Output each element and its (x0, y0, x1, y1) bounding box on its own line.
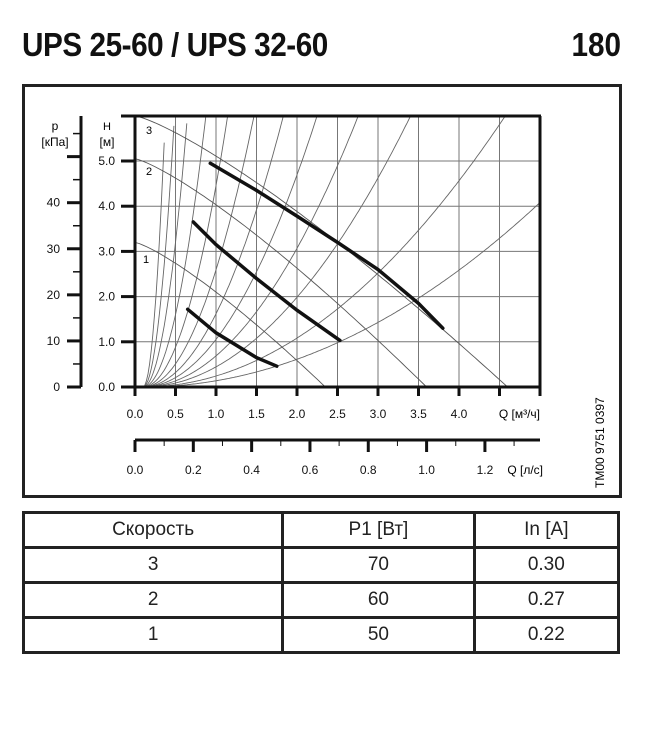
table-row: 1 50 0.22 (21, 616, 621, 654)
chart-frame (22, 84, 622, 498)
head-tick-label: 3.0 (98, 244, 115, 258)
head-tick-label: 2.0 (98, 290, 115, 304)
head-tick-label: 1.0 (98, 335, 115, 349)
speed-max-curve (135, 158, 427, 387)
flow-m3h-tick-label: 3.0 (370, 407, 387, 421)
flow-m3h-tick-label: 2.0 (289, 407, 306, 421)
curve-label-1: 1 (143, 254, 149, 266)
flow-m3h-tick-label: 0.5 (167, 407, 184, 421)
cell-power: 70 (281, 546, 476, 584)
cell-speed: 1 (21, 616, 285, 654)
flow-ls-axis-label: Q [л/с] (507, 463, 543, 477)
flow-ls-tick-label: 0.0 (127, 463, 144, 477)
head-tick-label: 5.0 (98, 154, 115, 168)
flow-ls-tick-label: 0.2 (185, 463, 202, 477)
speed-3-curve (208, 161, 445, 330)
flow-m3h-tick-label: 4.0 (451, 407, 468, 421)
curve-label-2: 2 (146, 166, 152, 178)
cell-current: 0.27 (472, 581, 621, 619)
system-curve (142, 142, 165, 387)
head-axis-label: H (103, 121, 111, 133)
cell-speed: 3 (21, 546, 285, 584)
system-curve (143, 116, 359, 387)
system-curve (143, 116, 229, 387)
flow-ls-tick-label: 0.4 (243, 463, 260, 477)
flow-m3h-tick-label: 1.5 (248, 407, 265, 421)
pressure-tick-label: 10 (47, 334, 61, 348)
speed-2-curve (191, 220, 342, 343)
header-current: In [A] (472, 511, 621, 549)
speed-max-curve (135, 241, 326, 387)
page-title: UPS 25-60 / UPS 32-60 (22, 26, 328, 63)
table-header-row: Скорость P1 [Вт] In [A] (21, 511, 621, 549)
header-speed: Скорость (21, 511, 285, 549)
curve-label-3: 3 (146, 125, 152, 137)
document-code: TM00 9751 0397 (593, 397, 607, 488)
head-tick-label: 4.0 (98, 199, 115, 213)
flow-m3h-tick-label: 0.0 (127, 407, 144, 421)
cell-current: 0.22 (472, 616, 621, 654)
flow-m3h-tick-label: 3.5 (410, 407, 427, 421)
system-curve (142, 123, 188, 387)
pressure-axis-unit: [кПа] (41, 135, 68, 149)
table-row: 3 70 0.30 (21, 546, 621, 584)
system-curve (143, 116, 318, 387)
flow-ls-tick-label: 1.0 (418, 463, 435, 477)
header-power: P1 [Вт] (281, 511, 476, 549)
chart-grid (135, 116, 540, 387)
system-curve (143, 116, 506, 387)
system-curves (142, 116, 540, 387)
flow-ls-tick-label: 0.8 (360, 463, 377, 477)
speed-spec-table: Скорость P1 [Вт] In [A] 3 70 0.30 2 60 0… (21, 511, 621, 654)
flow-m3h-axis-label: Q [м³/ч] (499, 407, 540, 421)
operating-curves (185, 161, 445, 368)
flow-ls-tick-label: 0.6 (302, 463, 319, 477)
table-row: 2 60 0.27 (21, 581, 621, 619)
system-curve (142, 125, 175, 387)
system-curve (143, 116, 284, 387)
cell-current: 0.30 (472, 546, 621, 584)
cell-power: 60 (281, 581, 476, 619)
pressure-tick-label: 0 (53, 380, 60, 394)
head-axis-unit: [м] (100, 135, 115, 149)
flow-m3h-tick-label: 2.5 (329, 407, 346, 421)
flow-m3h-tick-label: 1.0 (208, 407, 225, 421)
speed-1-curve (185, 307, 279, 368)
system-curve (143, 116, 412, 387)
pressure-tick-label: 30 (47, 242, 61, 256)
flow-ls-tick-label: 1.2 (477, 463, 494, 477)
pump-curve-chart: 0.0 1.0 2.0 3.0 4.0 5.0 0 10 20 30 40 0.0 0.5 1.0 1.5 2… (41, 114, 607, 488)
page-number: 180 (571, 26, 621, 63)
pressure-axis-label: p (52, 119, 59, 133)
head-tick-label: 0.0 (98, 380, 115, 394)
pressure-tick-label: 20 (47, 288, 61, 302)
system-curve (143, 116, 207, 387)
cell-power: 50 (281, 616, 476, 654)
cell-speed: 2 (21, 581, 285, 619)
pressure-tick-label: 40 (47, 196, 61, 210)
